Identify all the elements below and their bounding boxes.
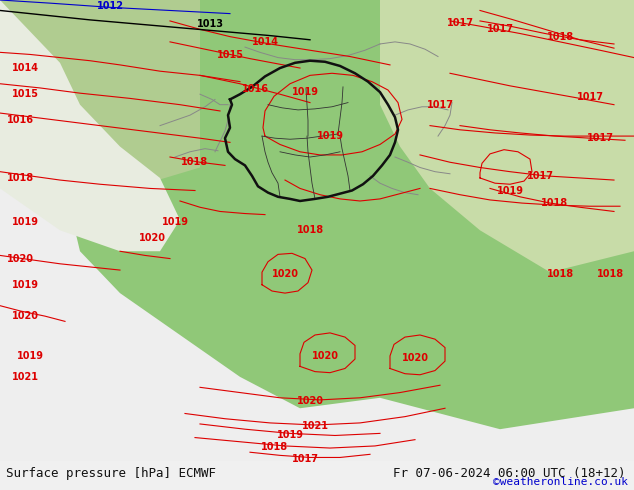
Text: 1012: 1012 xyxy=(96,1,124,11)
Text: Surface pressure [hPa] ECMWF: Surface pressure [hPa] ECMWF xyxy=(6,467,216,480)
Text: 1020: 1020 xyxy=(6,253,34,264)
Text: 1015: 1015 xyxy=(216,50,243,60)
Text: 1017: 1017 xyxy=(486,24,514,34)
Text: 1018: 1018 xyxy=(261,442,288,452)
Text: 1019: 1019 xyxy=(496,186,524,196)
Text: 1020: 1020 xyxy=(138,233,165,243)
Text: 1021: 1021 xyxy=(302,421,328,431)
Text: 1018: 1018 xyxy=(297,225,323,235)
Text: 1021: 1021 xyxy=(11,372,39,382)
Text: 1017: 1017 xyxy=(586,133,614,143)
Polygon shape xyxy=(380,0,634,272)
Text: 1015: 1015 xyxy=(11,89,39,99)
Text: 1016: 1016 xyxy=(6,115,34,125)
Text: 1017: 1017 xyxy=(526,171,553,181)
Text: 1020: 1020 xyxy=(11,311,39,321)
Text: Fr 07-06-2024 06:00 UTC (18+12): Fr 07-06-2024 06:00 UTC (18+12) xyxy=(393,467,626,480)
Text: 1020: 1020 xyxy=(311,351,339,361)
Text: 1019: 1019 xyxy=(292,87,318,97)
Text: ©weatheronline.co.uk: ©weatheronline.co.uk xyxy=(493,477,628,487)
Text: 1019: 1019 xyxy=(16,351,44,361)
Text: 1019: 1019 xyxy=(276,431,304,441)
Text: 1017: 1017 xyxy=(576,92,604,102)
Text: 1019: 1019 xyxy=(11,280,39,290)
Text: 1014: 1014 xyxy=(11,63,39,73)
Text: 1016: 1016 xyxy=(242,84,269,94)
Text: 1017: 1017 xyxy=(446,18,474,28)
Text: 1020: 1020 xyxy=(271,270,299,279)
Text: 1019: 1019 xyxy=(316,131,344,141)
Polygon shape xyxy=(60,0,634,429)
Text: 1013: 1013 xyxy=(197,19,224,29)
Text: 1014: 1014 xyxy=(252,37,278,47)
Text: 1017: 1017 xyxy=(427,99,453,110)
Text: 1020: 1020 xyxy=(401,353,429,363)
Text: 1017: 1017 xyxy=(292,454,318,464)
Text: 1018: 1018 xyxy=(547,32,574,42)
Text: 1020: 1020 xyxy=(297,396,323,406)
Polygon shape xyxy=(0,0,180,251)
Text: 1018: 1018 xyxy=(181,157,209,167)
Polygon shape xyxy=(0,0,200,189)
Text: 1018: 1018 xyxy=(547,270,574,279)
Text: 1018: 1018 xyxy=(541,198,569,208)
Text: 1019: 1019 xyxy=(11,217,39,227)
Text: 1019: 1019 xyxy=(162,217,188,227)
Text: 1018: 1018 xyxy=(597,270,624,279)
Text: 1018: 1018 xyxy=(6,173,34,183)
